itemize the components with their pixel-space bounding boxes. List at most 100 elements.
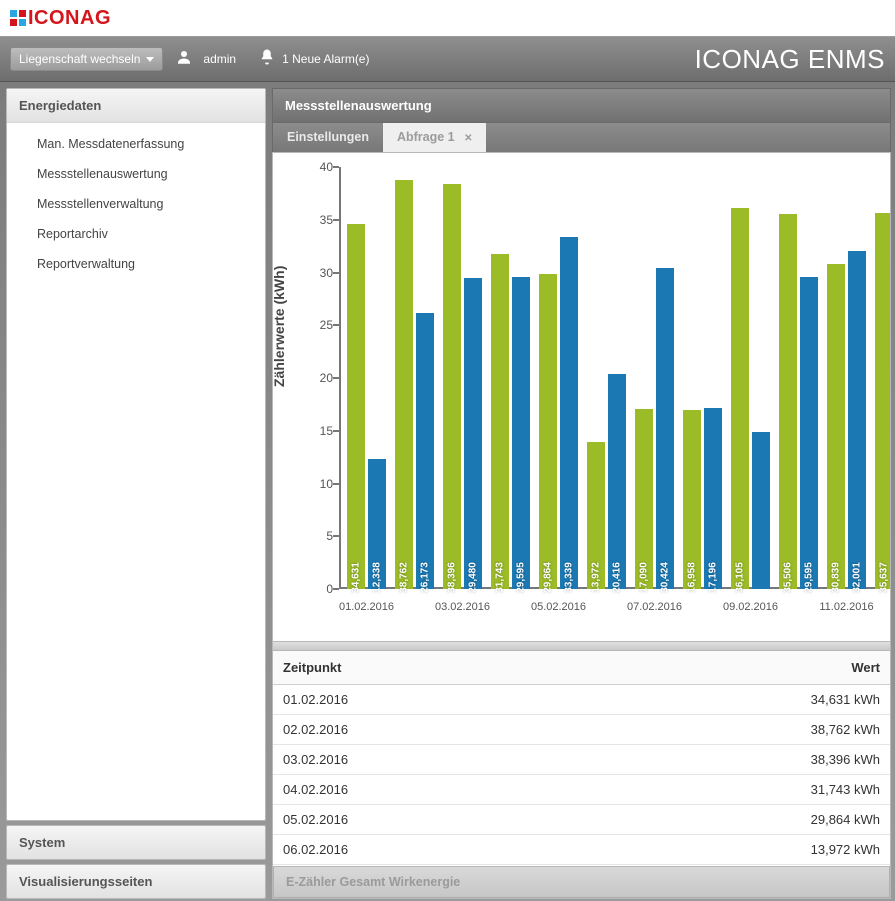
bar[interactable]: 29,480 bbox=[464, 278, 482, 589]
content-header: Messstellenauswertung bbox=[272, 88, 891, 122]
sidebar: Energiedaten Man. MessdatenerfassungMess… bbox=[6, 88, 266, 899]
cell-wert: 34,631 kWh bbox=[574, 685, 890, 715]
bar[interactable]: 26,173 bbox=[416, 313, 434, 589]
table-header-wert[interactable]: Wert bbox=[574, 651, 890, 685]
tab-einstellungen[interactable]: Einstellungen bbox=[273, 123, 383, 152]
bar[interactable]: 36,105 bbox=[731, 208, 749, 589]
sidebar-item[interactable]: Reportverwaltung bbox=[7, 249, 265, 279]
bell-icon bbox=[258, 48, 276, 71]
sidebar-item[interactable]: Messstellenauswertung bbox=[7, 159, 265, 189]
ytick bbox=[333, 588, 339, 590]
ytick-label: 30 bbox=[301, 266, 333, 280]
user-block[interactable]: admin bbox=[175, 48, 236, 71]
table-row[interactable]: 04.02.201631,743 kWh bbox=[273, 775, 890, 805]
bar-value-label: 33,339 bbox=[564, 562, 575, 593]
sidebar-item[interactable]: Messstellenverwaltung bbox=[7, 189, 265, 219]
sidebar-section-visualisierung[interactable]: Visualisierungsseiten bbox=[6, 864, 266, 899]
bar[interactable] bbox=[752, 432, 770, 589]
cell-zeitpunkt: 03.02.2016 bbox=[273, 745, 574, 775]
bar[interactable]: 17,196 bbox=[704, 408, 722, 589]
brand-bar: ICONAG bbox=[0, 0, 895, 36]
ytick bbox=[333, 272, 339, 274]
bar-value-label: 38,396 bbox=[447, 562, 458, 593]
property-switch-button[interactable]: Liegenschaft wechseln bbox=[10, 47, 163, 71]
chevron-down-icon bbox=[146, 57, 154, 62]
bar[interactable]: 29,864 bbox=[539, 274, 557, 589]
sidebar-item[interactable]: Reportarchiv bbox=[7, 219, 265, 249]
bar[interactable]: 29,595 bbox=[512, 277, 530, 589]
bar-value-label: 29,595 bbox=[804, 562, 815, 593]
bar-value-label: 13,972 bbox=[591, 562, 602, 593]
cell-wert: 31,743 kWh bbox=[574, 775, 890, 805]
cell-zeitpunkt: 01.02.2016 bbox=[273, 685, 574, 715]
chart-ylabel: Zählerwerte (kWh) bbox=[272, 266, 287, 387]
splitter-handle[interactable] bbox=[272, 642, 891, 650]
bar[interactable]: 17,090 bbox=[635, 409, 653, 589]
bar-value-label: 32,001 bbox=[852, 562, 863, 593]
bar[interactable]: 30,839 bbox=[827, 264, 845, 589]
table-row[interactable]: 01.02.201634,631 kWh bbox=[273, 685, 890, 715]
table-row[interactable]: 05.02.201629,864 kWh bbox=[273, 805, 890, 835]
sidebar-item[interactable]: Man. Messdatenerfassung bbox=[7, 129, 265, 159]
ytick-label: 40 bbox=[301, 160, 333, 174]
ytick-label: 15 bbox=[301, 424, 333, 438]
xtick-label: 03.02.2016 bbox=[435, 601, 490, 613]
xtick-label: 07.02.2016 bbox=[627, 601, 682, 613]
bar[interactable]: 38,762 bbox=[395, 180, 413, 589]
cell-zeitpunkt: 02.02.2016 bbox=[273, 715, 574, 745]
alarm-label: 1 Neue Alarm(e) bbox=[282, 52, 369, 66]
bar[interactable]: 33,339 bbox=[560, 237, 578, 589]
close-icon[interactable]: ✕ bbox=[464, 133, 472, 144]
xtick-label: 01.02.2016 bbox=[339, 601, 394, 613]
data-table: Zeitpunkt Wert 01.02.201634,631 kWh02.02… bbox=[273, 651, 890, 866]
table-header-zeitpunkt[interactable]: Zeitpunkt bbox=[273, 651, 574, 685]
bar[interactable]: 13,972 bbox=[587, 442, 605, 589]
bar[interactable]: 12,338 bbox=[368, 459, 386, 589]
sidebar-section-energiedaten[interactable]: Energiedaten bbox=[7, 89, 265, 123]
sidebar-section-system[interactable]: System bbox=[6, 825, 266, 860]
bar[interactable]: 35,637 bbox=[875, 213, 891, 589]
footer-tab[interactable]: E-Zähler Gesamt Wirkenergie bbox=[273, 866, 890, 898]
ytick bbox=[333, 535, 339, 537]
ytick bbox=[333, 324, 339, 326]
bar[interactable]: 31,743 bbox=[491, 254, 509, 589]
xtick-label: 05.02.2016 bbox=[531, 601, 586, 613]
bar-value-label: 20,416 bbox=[612, 562, 623, 593]
bar[interactable]: 38,396 bbox=[443, 184, 461, 589]
user-icon bbox=[175, 48, 193, 71]
chart-plot-area: 34,63112,338 38,76226,173 38,39629,480 31,7… bbox=[339, 167, 886, 589]
bar[interactable]: 20,416 bbox=[608, 374, 626, 589]
bar-value-label: 17,090 bbox=[639, 562, 650, 593]
bar[interactable]: 16,958 bbox=[683, 410, 701, 589]
table-panel: Zeitpunkt Wert 01.02.201634,631 kWh02.02… bbox=[272, 650, 891, 899]
xtick-label: 11.02.2016 bbox=[819, 601, 873, 613]
alarm-block[interactable]: 1 Neue Alarm(e) bbox=[258, 48, 369, 71]
ytick bbox=[333, 483, 339, 485]
ytick-label: 10 bbox=[301, 477, 333, 491]
app-title: ICONAG ENMS bbox=[695, 44, 885, 75]
table-row[interactable]: 06.02.201613,972 kWh bbox=[273, 835, 890, 865]
bar-value-label: 17,196 bbox=[708, 562, 719, 593]
ytick bbox=[333, 430, 339, 432]
bar[interactable]: 34,631 bbox=[347, 224, 365, 589]
table-row[interactable]: 02.02.201638,762 kWh bbox=[273, 715, 890, 745]
bar[interactable]: 32,001 bbox=[848, 251, 866, 589]
bar[interactable]: 30,424 bbox=[656, 268, 674, 589]
bar-value-label: 12,338 bbox=[372, 562, 383, 593]
ytick bbox=[333, 377, 339, 379]
bar-value-label: 36,105 bbox=[735, 562, 746, 593]
tabs: Einstellungen Abfrage 1 ✕ bbox=[272, 122, 891, 152]
table-row[interactable]: 03.02.201638,396 kWh bbox=[273, 745, 890, 775]
cell-zeitpunkt: 04.02.2016 bbox=[273, 775, 574, 805]
tab-abfrage-1[interactable]: Abfrage 1 ✕ bbox=[383, 123, 487, 152]
bar-value-label: 29,595 bbox=[516, 562, 527, 593]
bar[interactable]: 35,506 bbox=[779, 214, 797, 589]
bar[interactable]: 29,595 bbox=[800, 277, 818, 589]
bar-value-label: 29,480 bbox=[468, 562, 479, 593]
cell-wert: 29,864 kWh bbox=[574, 805, 890, 835]
bar-value-label: 30,839 bbox=[831, 562, 842, 593]
bar-value-label: 31,743 bbox=[495, 562, 506, 593]
ytick-label: 35 bbox=[301, 213, 333, 227]
cell-wert: 38,762 kWh bbox=[574, 715, 890, 745]
bar-value-label: 38,762 bbox=[399, 562, 410, 593]
